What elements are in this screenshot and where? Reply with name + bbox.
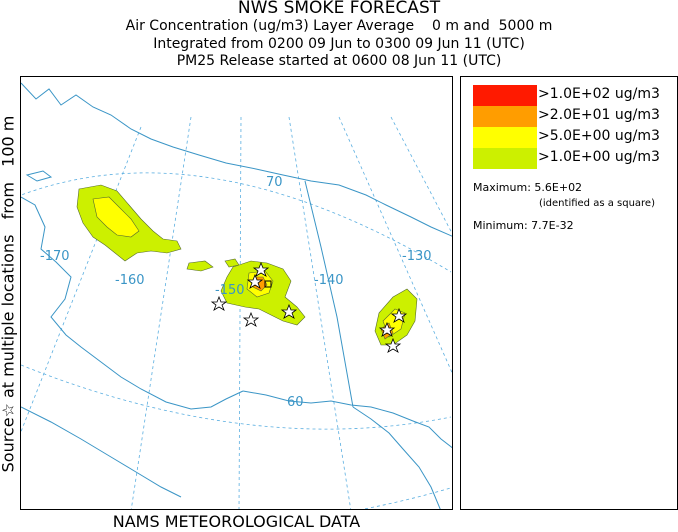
legend-row-4: >1.0E+00 ug/m3 [473, 148, 673, 169]
legend-label-1: >1.0E+00 ug/m3 [538, 149, 660, 165]
concentration-layer-line: Air Concentration (ug/m3) Layer Average … [125, 18, 553, 34]
us-canada-border [304, 180, 354, 408]
legend-swatch-100 [473, 85, 537, 106]
forecast-title: NWS SMOKE FORECAST [237, 0, 441, 18]
legend-label-20: >2.0E+01 ug/m3 [538, 107, 660, 123]
source-height-label: Source☆ at multiple locations from 100 m [0, 115, 18, 473]
source-star [242, 311, 260, 327]
legend-swatch-5 [473, 127, 537, 148]
longitude-lines [21, 116, 452, 509]
meridian-170 [21, 126, 142, 433]
lon-label-160: -160 [115, 273, 145, 288]
meridian-140 [288, 116, 352, 509]
st-lawrence-island [25, 170, 53, 182]
aleutian-chain [21, 406, 182, 498]
arctic-coast [21, 82, 452, 237]
lat-label-60: 60 [287, 395, 304, 410]
meridian-120 [390, 116, 452, 235]
smoke-plumes [76, 184, 418, 346]
latitude-50 [361, 487, 452, 509]
source-star [246, 273, 264, 289]
legend-label-5: >5.0E+00 ug/m3 [538, 128, 660, 144]
latitude-lines [21, 172, 452, 509]
coastline [21, 82, 452, 509]
source-star [210, 295, 228, 311]
legend-row-1: >1.0E+02 ug/m3 [473, 85, 673, 106]
legend-minimum: Minimum: 7.7E-32 [473, 219, 574, 232]
source-star [280, 303, 298, 319]
source-star [252, 261, 270, 277]
western-coast [21, 196, 244, 410]
concentration-legend: >1.0E+02 ug/m3 >2.0E+01 ug/m3 >5.0E+00 u… [460, 76, 678, 510]
lon-label-140: -140 [314, 273, 344, 288]
legend-maximum-note: (identified as a square) [539, 198, 655, 209]
source-star [378, 321, 396, 337]
maximum-marker-square [264, 280, 272, 288]
panhandle-coast [352, 406, 441, 509]
legend-label-100: >1.0E+02 ug/m3 [538, 86, 660, 102]
integration-period-line: Integrated from 0200 09 Jun to 0300 09 J… [153, 36, 525, 52]
release-start-line: PM25 Release started at 0600 08 Jun 11 (… [176, 53, 502, 69]
meridian-150 [238, 116, 242, 509]
lon-label-130: -130 [402, 249, 432, 264]
legend-swatch-1 [473, 148, 537, 169]
meridian-130 [338, 116, 452, 374]
map-canvas [21, 82, 452, 509]
legend-maximum: Maximum: 5.6E+02 [473, 181, 583, 194]
legend-swatch-20 [473, 106, 537, 127]
latitude-60 [21, 364, 452, 430]
gulf-coast [242, 390, 452, 449]
legend-row-3: >5.0E+00 ug/m3 [473, 127, 673, 148]
lat-label-70: 70 [266, 175, 283, 190]
meteorological-data-footer: NAMS METEOROLOGICAL DATA [112, 512, 361, 531]
plume-western-alaska-core [92, 196, 140, 238]
source-height-label-container: Source☆ at multiple locations from 100 m [0, 78, 19, 510]
lon-label-170: -170 [40, 249, 70, 264]
lon-label-150: -150 [215, 283, 245, 298]
meridian-160 [130, 116, 192, 509]
latitude-70 [21, 172, 452, 273]
plume-central-small-1 [186, 260, 214, 272]
legend-row-2: >2.0E+01 ug/m3 [473, 106, 673, 127]
source-star [390, 307, 408, 323]
smoke-map: -170 -160 -150 -140 -130 70 60 [20, 76, 453, 510]
source-star [384, 337, 402, 353]
source-markers [210, 261, 408, 353]
